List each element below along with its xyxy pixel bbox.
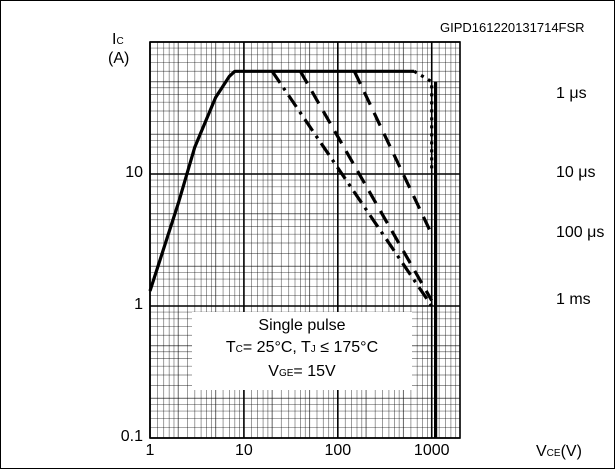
y-tick-label: 1: [134, 296, 143, 313]
annotation-line-3: VGE= 15V: [268, 363, 336, 380]
x-tick-label: 10: [235, 442, 253, 459]
annotation-line-1: Single pulse: [258, 317, 346, 334]
x-tick-label: 1: [145, 442, 155, 459]
y-axis-unit: (A): [108, 50, 130, 67]
y-tick-label: 0.1: [120, 428, 143, 445]
curve-label: 1 ms: [556, 290, 591, 308]
plot-border: [149, 41, 461, 439]
annotation-box: Single pulse TC= 25°C, TJ ≤ 175°C VGE= 1…: [192, 312, 412, 390]
curve-label: 100 μs: [556, 224, 605, 242]
series-line-2: [413, 69, 434, 174]
curve-label: 10 μs: [556, 164, 596, 181]
y-axis-label: IC: [112, 31, 124, 48]
series-line-4: [299, 70, 434, 302]
x-axis-label: VCE(V): [536, 443, 582, 460]
curve-label: 1 μs: [556, 84, 587, 102]
x-tick-label: 1000: [413, 442, 450, 459]
series-line-3: [352, 70, 434, 235]
series-line-5: [270, 70, 434, 307]
curves: [148, 69, 438, 438]
y-tick-label: 10: [125, 164, 143, 181]
series-line-1: [148, 69, 415, 292]
annotation-line-2: TC= 25°C, TJ ≤ 175°C: [225, 339, 379, 356]
figure-code: GIPD161220131714FSR: [440, 20, 585, 35]
x-tick-label: 100: [324, 442, 352, 459]
